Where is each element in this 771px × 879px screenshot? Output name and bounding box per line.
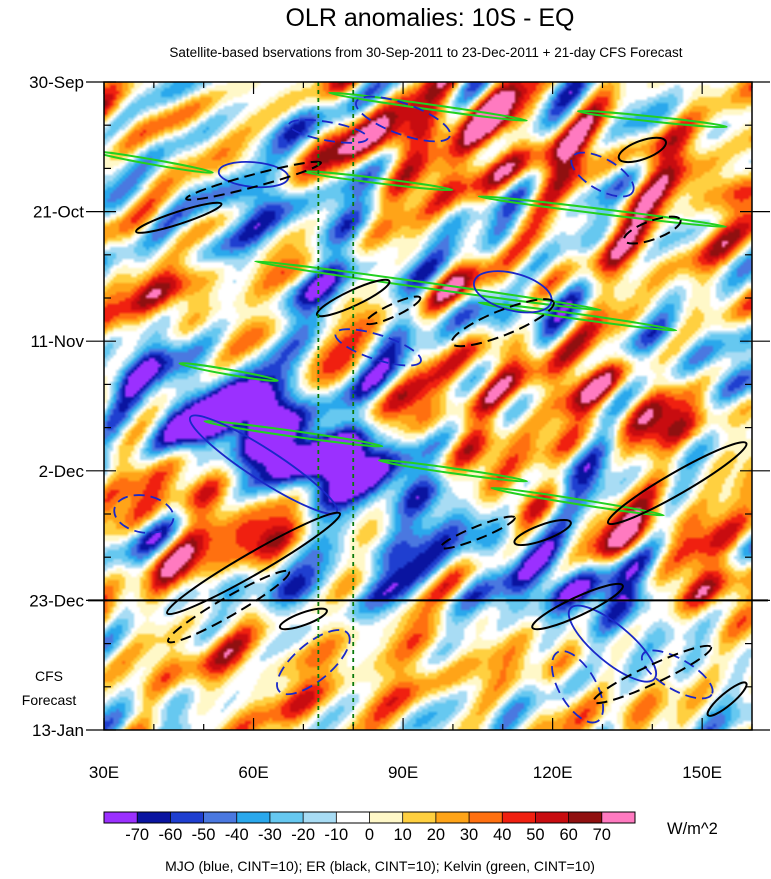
colorbar-label: -50 [192, 826, 216, 844]
chart-subtitle: Satellite-based bservations from 30-Sep-… [169, 45, 682, 60]
x-axis: 30E 60E 90E 120E 150E [89, 763, 722, 782]
er-contour-7 [278, 607, 328, 631]
y-tick-label: 21-Oct [33, 203, 84, 222]
er-contour-13 [592, 644, 713, 705]
y-tick-label: 30-Sep [29, 73, 84, 92]
axis-ticks [86, 81, 770, 731]
colorbar-swatch [535, 812, 569, 823]
er-contour-15 [364, 295, 422, 326]
mjo-contour-2 [567, 604, 657, 683]
colorbar-label: 30 [460, 826, 478, 844]
colorbar-label: 40 [493, 826, 511, 844]
colorbar-label: 20 [427, 826, 445, 844]
er-contour-3 [531, 582, 624, 631]
colorbar [103, 811, 636, 824]
er-contour-1 [135, 201, 223, 234]
x-tick-label: 30E [89, 763, 119, 782]
colorbar-label: -30 [258, 826, 282, 844]
y-tick-label: 23-Dec [29, 591, 84, 610]
kelvin-contour-7 [328, 91, 528, 122]
colorbar-units: W/m^2 [667, 820, 718, 838]
mjo-contour-8 [551, 650, 605, 724]
colorbar-swatch [469, 812, 503, 823]
colorbar-swatch [502, 812, 536, 823]
plot-frame [103, 81, 753, 731]
mjo-contour-11 [355, 95, 452, 143]
colorbar-swatch [568, 812, 603, 823]
er-contour-6 [513, 518, 572, 547]
colorbar-swatch [435, 812, 470, 823]
colorbar-labels: -70 -60 -50 -40 -30 -20 -10 0 10 20 30 40 50 60 70 [125, 826, 611, 844]
er-contour-2 [606, 441, 748, 526]
er-contour-14 [623, 215, 682, 245]
reference-lines [317, 82, 355, 730]
er-contour-10 [450, 298, 555, 348]
kelvin-contour-8 [576, 109, 728, 129]
y-axis: 30-Sep 21-Oct 11-Nov 2-Dec 23-Dec 13-Jan [29, 73, 84, 740]
kelvin-contour-5 [203, 419, 384, 448]
colorbar-swatch [236, 812, 271, 823]
colorbar-swatch [269, 812, 304, 823]
colorbar-label: -20 [291, 826, 315, 844]
colorbar-swatch [369, 812, 403, 823]
mjo-contour-9 [334, 328, 422, 367]
er-contour-5 [315, 278, 391, 318]
colorbar-swatch [170, 812, 204, 823]
mjo-contour-10 [288, 119, 369, 144]
y-tick-label: 11-Nov [30, 332, 84, 351]
er-contour-0 [166, 511, 342, 616]
y-tick-label: 2-Dec [39, 462, 85, 481]
colorbar-label: -70 [125, 826, 149, 844]
x-tick-label: 120E [533, 763, 573, 782]
mjo-contour-3 [473, 270, 553, 314]
mjo-contour-7 [640, 649, 714, 700]
colorbar-swatch [303, 812, 337, 823]
er-contour-8 [706, 681, 748, 717]
colorbar-label: -60 [158, 826, 182, 844]
colorbar-label: 10 [394, 826, 412, 844]
kelvin-contour-0 [254, 260, 602, 312]
forecast-annotation-line-1: CFS [35, 668, 63, 684]
contour-layer [104, 91, 748, 724]
x-tick-label: 150E [682, 763, 722, 782]
kelvin-contour-6 [490, 486, 665, 517]
colorbar-swatch [601, 812, 636, 823]
x-tick-label: 60E [238, 763, 268, 782]
olr-heatmap [104, 82, 752, 730]
er-contour-9 [185, 160, 322, 201]
kelvin-contour-1 [477, 301, 678, 332]
colorbar-label: -10 [324, 826, 348, 844]
colorbar-label: -40 [225, 826, 249, 844]
kelvin-contour-10 [178, 362, 279, 383]
kelvin-contour-9 [377, 459, 528, 483]
colorbar-swatch [203, 812, 238, 823]
y-tick-label: 13-Jan [32, 721, 84, 740]
colorbar-label: 50 [526, 826, 544, 844]
colorbar-label: 0 [365, 826, 374, 844]
forecast-annotation-line-2: Forecast [22, 692, 77, 708]
contour-legend-footer: MJO (blue, CINT=10); ER (black, CINT=10)… [165, 858, 595, 874]
chart-title: OLR anomalies: 10S - EQ [285, 4, 574, 32]
colorbar-label: 70 [593, 826, 611, 844]
kelvin-contour-2 [104, 150, 214, 174]
colorbar-swatch [336, 812, 370, 823]
er-contour-4 [617, 136, 667, 164]
mjo-contour-4 [570, 151, 635, 198]
mjo-contour-5 [276, 629, 351, 696]
colorbar-swatch [402, 812, 437, 823]
colorbar-label: 60 [559, 826, 577, 844]
x-tick-label: 90E [388, 763, 418, 782]
plot-area [86, 81, 770, 731]
er-contour-11 [439, 515, 516, 550]
mjo-contour-6 [113, 494, 175, 534]
kelvin-contour-3 [477, 195, 728, 228]
er-contour-12 [167, 569, 291, 644]
colorbar-swatch [104, 812, 138, 823]
colorbar-swatch [137, 812, 171, 823]
